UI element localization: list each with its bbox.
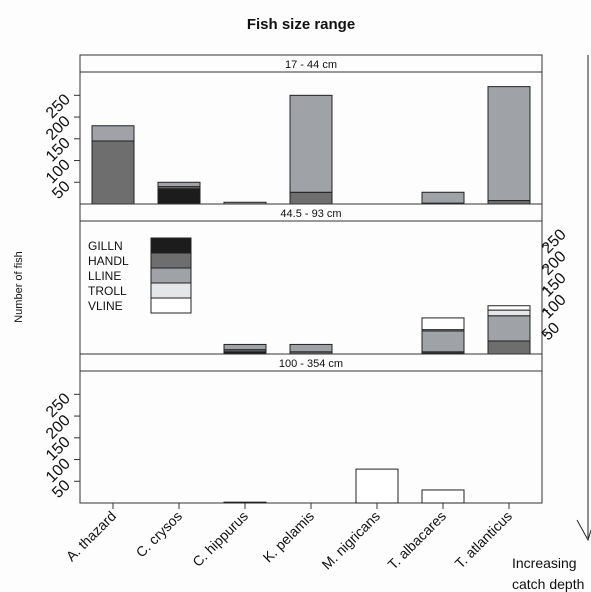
bar-segment-lline — [487, 86, 531, 202]
bar-segment-troll — [487, 309, 531, 317]
legend-label: VLINE — [88, 299, 123, 313]
bar-segment-lline — [157, 181, 201, 188]
panel-strip-label: 44.5 - 93 cm — [280, 208, 341, 220]
legend-swatch — [150, 297, 192, 314]
legend-swatch — [150, 252, 192, 269]
x-tick-label: M. nigricans — [318, 508, 383, 573]
bar-segment-gilln — [223, 501, 267, 504]
legend-swatch — [150, 267, 192, 284]
side-note-line1: Increasing — [512, 555, 577, 571]
bar-segment-lline — [289, 94, 333, 193]
x-tick-label: C. crysos — [133, 508, 186, 561]
panel-strip-label: 100 - 354 cm — [279, 358, 343, 370]
bar-segment-lline — [223, 343, 267, 351]
bar-segment-handl — [487, 200, 531, 205]
legend-swatch — [150, 237, 192, 254]
y-tick-label: 50 — [539, 319, 564, 344]
panel-frame — [79, 203, 543, 355]
panel-strip-label: 17 - 44 cm — [285, 59, 337, 71]
bar-segment-handl — [289, 191, 333, 205]
legend-swatch — [150, 282, 192, 299]
side-note-line2: catch depth — [512, 576, 584, 592]
bar-segment-vline — [355, 468, 399, 504]
bar-segment-vline — [487, 305, 531, 311]
bar-segment-lline — [421, 191, 465, 204]
depth-arrow-head — [576, 519, 591, 542]
bar-segment-handl — [487, 340, 531, 355]
bar-segment-gilln — [157, 188, 201, 205]
panel-frame — [79, 353, 543, 504]
bar-segment-lline — [91, 125, 135, 142]
y-tick-label: 250 — [539, 226, 570, 257]
legend-label: LLINE — [88, 269, 121, 283]
x-tick-label: T. albacares — [384, 508, 449, 573]
legend-label: TROLL — [88, 284, 127, 298]
x-tick-label: T. atlanticus — [452, 508, 516, 572]
chart-title: Fish size range — [247, 16, 355, 33]
x-tick-label: A. thazard — [63, 508, 119, 564]
bar-segment-vline — [421, 317, 465, 331]
legend-label: HANDL — [88, 254, 129, 268]
bar-segment-lline — [289, 343, 333, 353]
depth-arrow — [576, 55, 591, 542]
y-axis-label: Number of fish — [13, 251, 25, 323]
x-tick-label: C. hippurus — [189, 508, 251, 570]
panel-1: 44.5 - 93 cm50100150200250GILLNHANDLLLIN… — [79, 203, 570, 355]
bar-segment-handl — [91, 140, 135, 205]
legend-label: GILLN — [88, 239, 123, 253]
bar-segment-lline — [487, 315, 531, 342]
y-tick-label: 250 — [43, 91, 74, 122]
bar-segment-vline — [421, 489, 465, 504]
y-tick-label: 250 — [43, 390, 74, 421]
x-tick-label: K. pelamis — [260, 508, 318, 566]
bar-segment-lline — [421, 330, 465, 353]
